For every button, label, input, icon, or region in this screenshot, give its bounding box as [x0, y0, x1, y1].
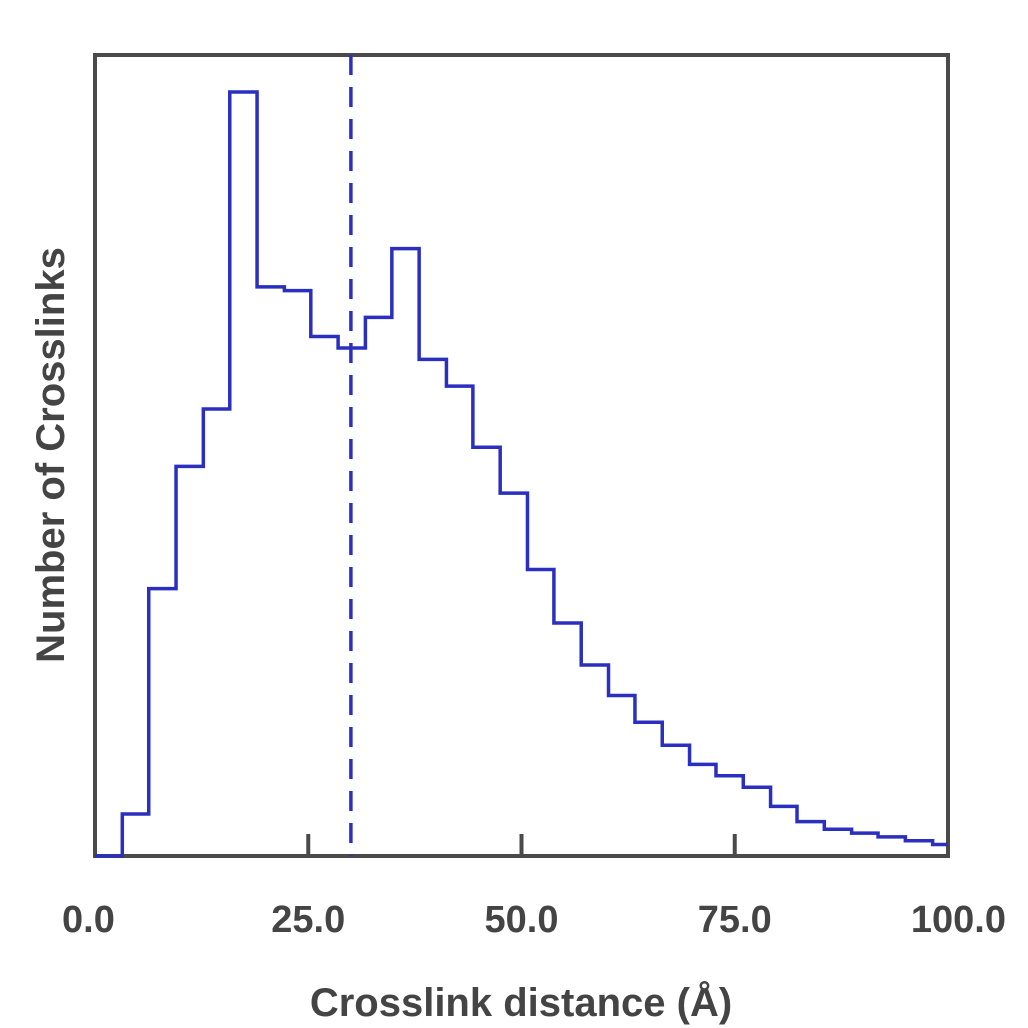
- x-axis-title: Crosslink distance (Å): [310, 980, 732, 1025]
- plot-frame: [93, 53, 950, 858]
- histogram-step-line: [95, 90, 948, 858]
- y-axis-title: Number of Crosslinks: [29, 247, 73, 663]
- x-tick-label: 50.0: [485, 899, 559, 941]
- x-tick-label: 0.0: [62, 899, 115, 941]
- x-tick-label: 100.0: [911, 899, 1006, 941]
- x-tick-label: 25.0: [271, 899, 345, 941]
- x-tick-labels: 0.0 25.0 50.0 75.0 100.0: [62, 899, 1006, 941]
- x-tick-label: 75.0: [698, 899, 772, 941]
